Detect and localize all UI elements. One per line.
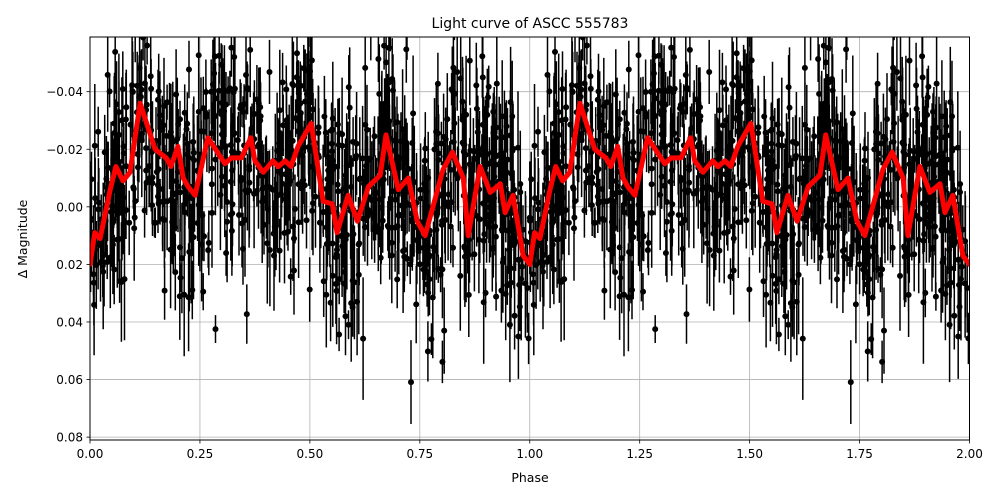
- y-tick-label: 0.08: [56, 431, 83, 445]
- x-tick-label: 0.25: [187, 447, 214, 461]
- y-tick-label: −0.02: [46, 143, 83, 157]
- x-tick-label: 0.50: [297, 447, 324, 461]
- x-axis-label: Phase: [511, 470, 549, 485]
- y-tick-label: 0.00: [56, 200, 83, 214]
- y-axis-label: Δ Magnitude: [15, 199, 30, 278]
- model-line: [90, 100, 970, 267]
- observation-points: [90, 37, 970, 424]
- y-tick-label: 0.02: [56, 258, 83, 272]
- x-tick-label: 0.00: [77, 447, 104, 461]
- x-tick-label: 1.25: [626, 447, 653, 461]
- x-tick-label: 2.00: [956, 447, 983, 461]
- x-axis-ticks: 0.00 0.25 0.50 0.75 1.00 1.25 1.50 1.75 2.00: [77, 440, 983, 461]
- x-tick-label: 1.50: [736, 447, 763, 461]
- model-curve: [90, 100, 970, 267]
- x-tick-label: 1.75: [846, 447, 873, 461]
- x-tick-label: 1.00: [516, 447, 543, 461]
- x-tick-label: 0.75: [406, 447, 433, 461]
- y-axis-ticks: −0.04 −0.02 0.00 0.02 0.04 0.06 0.08: [46, 85, 90, 445]
- y-tick-label: −0.04: [46, 85, 83, 99]
- y-tick-label: 0.06: [56, 373, 83, 387]
- y-tick-label: 0.04: [56, 315, 83, 329]
- chart-title: Light curve of ASCC 555783: [432, 16, 629, 32]
